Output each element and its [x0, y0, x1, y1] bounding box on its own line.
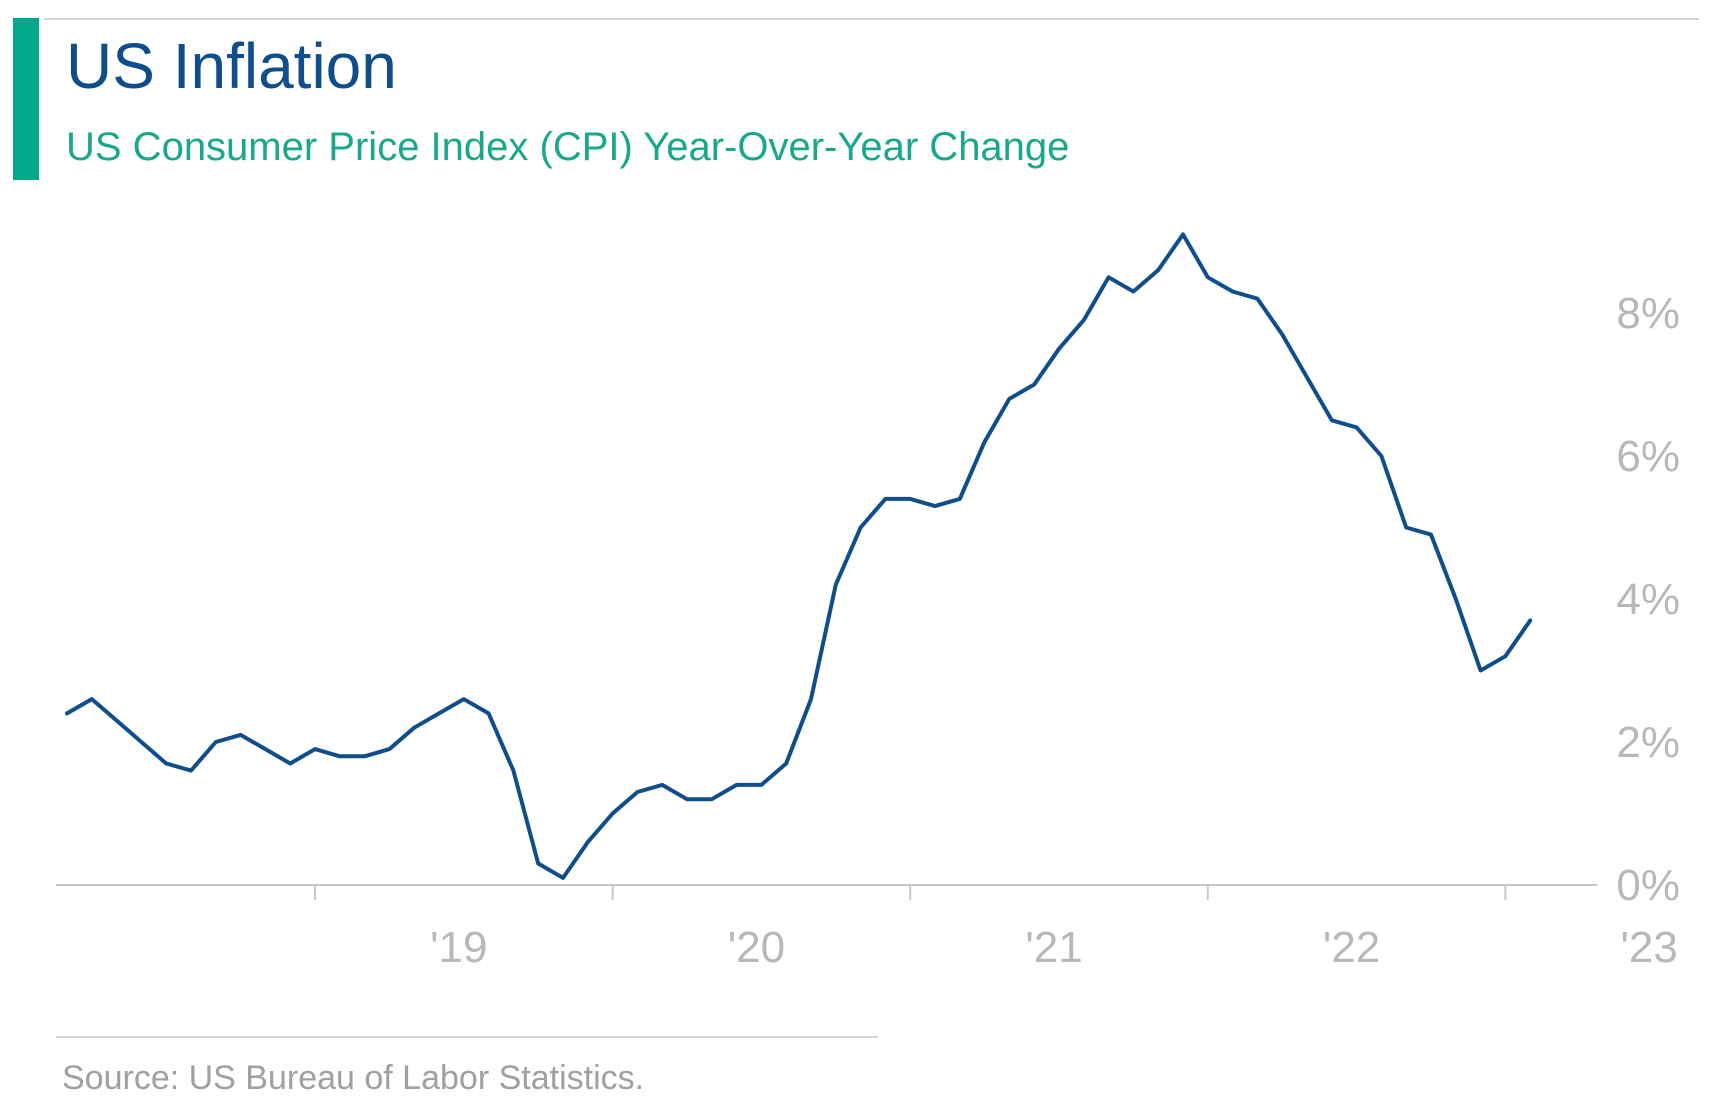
chart-title: US Inflation	[66, 30, 397, 102]
title-accent-bar	[13, 18, 39, 180]
y-tick-label: 8%	[1616, 289, 1680, 338]
y-tick-label: 4%	[1616, 575, 1680, 624]
source-note: Source: US Bureau of Labor Statistics.	[62, 1059, 645, 1097]
x-tick-label: '20	[728, 923, 785, 972]
chart-subtitle: US Consumer Price Index (CPI) Year-Over-…	[66, 125, 1070, 169]
x-tick-label: '23	[1621, 923, 1678, 972]
x-axis-ticks	[314, 885, 1507, 900]
top-rule	[44, 18, 1699, 20]
y-tick-label: 0%	[1616, 861, 1680, 910]
x-tick-label: '21	[1025, 923, 1082, 972]
y-tick-label: 2%	[1616, 718, 1680, 767]
x-axis-tick-labels: '19 '20 '21 '22 '23	[430, 923, 1678, 972]
source-rule	[56, 1036, 878, 1038]
x-tick-label: '22	[1323, 923, 1380, 972]
series-line-cpi	[65, 232, 1533, 880]
x-tick-label: '19	[430, 923, 487, 972]
y-tick-label: 6%	[1616, 432, 1680, 481]
y-axis-tick-labels: 0% 2% 4% 6% 8%	[1616, 289, 1680, 910]
